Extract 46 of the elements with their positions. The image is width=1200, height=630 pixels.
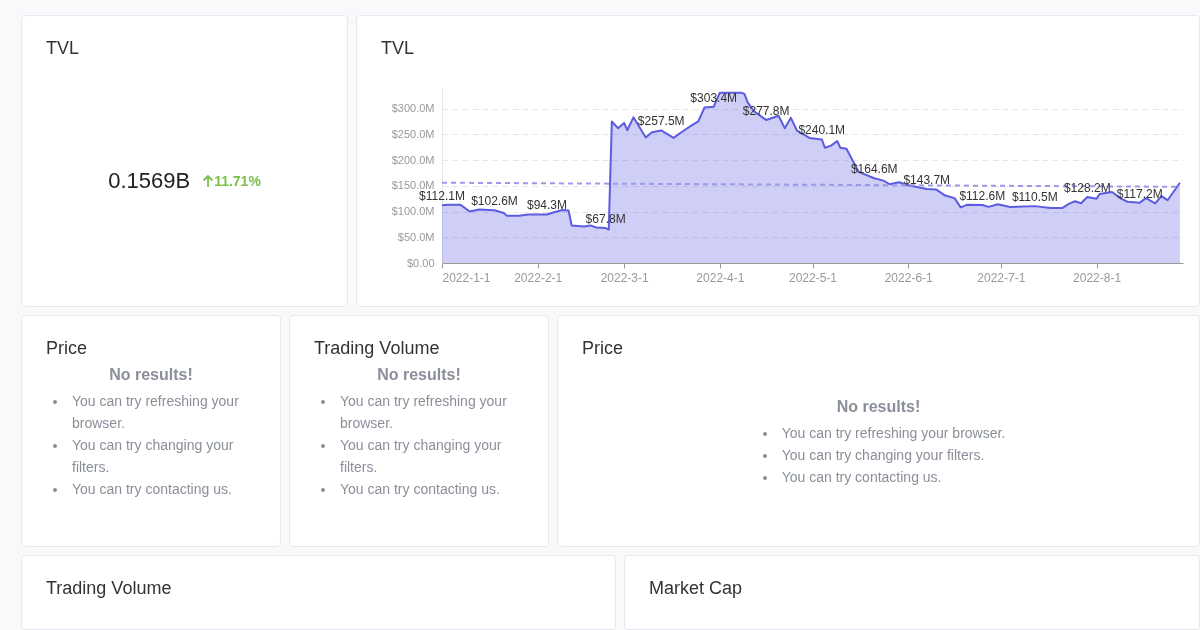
x-tick-label: 2022-3-1	[600, 270, 649, 285]
text: You can try refreshing your browser.	[780, 424, 1006, 443]
text: Trading Volume	[46, 578, 172, 599]
text: You can try changing your filters.	[780, 446, 986, 465]
text: You can try refreshing your browser.	[72, 392, 240, 433]
annotation: $143.7M	[903, 173, 951, 188]
annotation: $94.3M	[526, 198, 567, 213]
text: You can try contacting us.	[340, 480, 501, 499]
y-tick-label: $250.0M	[391, 127, 435, 140]
text: You can try refreshing your browser.	[340, 392, 508, 433]
y-tick-label: $0.00	[406, 256, 435, 269]
x-tick-label: 2022-8-1	[1073, 270, 1122, 285]
y-tick-label: $100.0M	[391, 205, 435, 218]
chart-title: TVL	[381, 38, 415, 59]
text: No results!	[108, 366, 194, 384]
text: Market Cap	[649, 578, 743, 599]
annotation: $257.5M	[637, 114, 685, 129]
x-tick-label: 2022-4-1	[696, 270, 745, 285]
text: You can try changing your filters.	[340, 436, 503, 477]
text: You can try contacting us.	[780, 468, 943, 487]
annotation: $112.1M	[419, 189, 465, 204]
x-tick-label: 2022-2-1	[514, 270, 563, 285]
y-tick-label: $150.0M	[391, 179, 435, 192]
annotation: $112.6M	[959, 189, 1006, 204]
text: Price	[582, 338, 624, 359]
y-tick-label: $300.0M	[391, 102, 435, 115]
text: TVL	[46, 38, 80, 59]
text: 11.71%	[214, 173, 261, 189]
text: 0.1569B	[108, 168, 191, 193]
text: Trading Volume	[314, 338, 440, 359]
text: No results!	[376, 366, 462, 384]
annotation: $110.5M	[1011, 190, 1058, 205]
x-tick-label: 2022-5-1	[788, 270, 838, 285]
text: No results!	[835, 398, 922, 416]
annotation: $128.2M	[1063, 181, 1111, 196]
x-tick-label: 2022-1-1	[442, 270, 491, 285]
text: You can try changing your filters.	[72, 436, 235, 477]
text: Price	[46, 338, 88, 359]
annotation: $102.6M	[471, 194, 518, 209]
annotation: $240.1M	[798, 123, 846, 138]
text: You can try contacting us.	[72, 480, 233, 499]
y-tick-label: $50.0M	[397, 230, 435, 243]
annotation: $117.2M	[1116, 186, 1163, 201]
x-tick-label: 2022-6-1	[884, 270, 934, 285]
y-tick-label: $200.0M	[391, 153, 435, 166]
x-tick-label: 2022-7-1	[977, 270, 1026, 285]
